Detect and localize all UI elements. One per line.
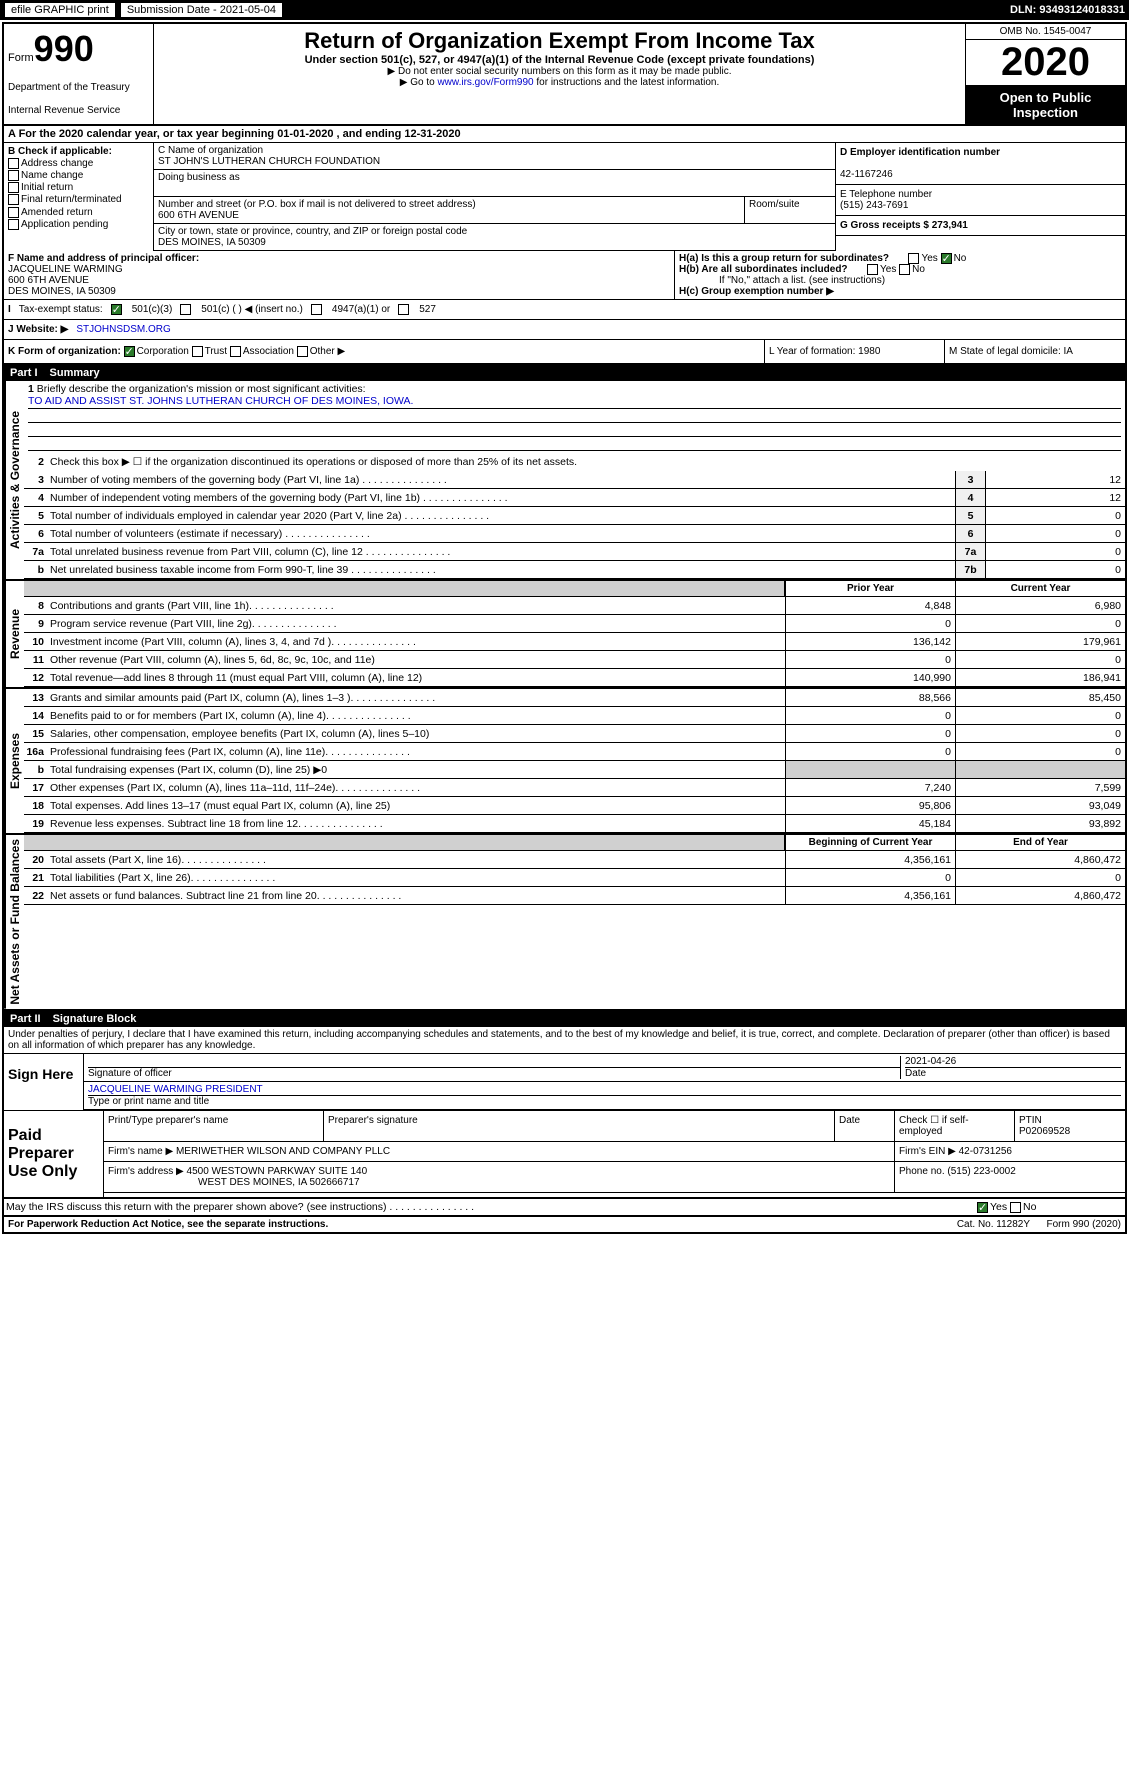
mission-block: 1 Briefly describe the organization's mi… bbox=[24, 381, 1125, 453]
officer-name[interactable]: JACQUELINE WARMING PRESIDENT bbox=[88, 1084, 263, 1095]
footer: For Paperwork Reduction Act Notice, see … bbox=[4, 1217, 1125, 1232]
firm-phone: (515) 223-0002 bbox=[947, 1166, 1015, 1177]
paid-preparer-label: Paid Preparer Use Only bbox=[4, 1111, 104, 1197]
column-b-checkboxes: B Check if applicable: Address change Na… bbox=[4, 143, 154, 251]
ha-yes-checkbox[interactable] bbox=[908, 253, 919, 264]
form-of-org: K Form of organization: Corporation Trus… bbox=[4, 340, 765, 363]
header-bar: efile GRAPHIC print Submission Date - 20… bbox=[0, 0, 1129, 20]
net-assets-label: Net Assets or Fund Balances bbox=[4, 835, 24, 1009]
firm-ein: 42-0731256 bbox=[959, 1146, 1012, 1157]
title-block: Return of Organization Exempt From Incom… bbox=[154, 24, 965, 124]
revenue-label: Revenue bbox=[4, 581, 24, 687]
other-checkbox[interactable] bbox=[297, 346, 308, 357]
initial-return-checkbox[interactable] bbox=[8, 182, 19, 193]
h-section: H(a) Is this a group return for subordin… bbox=[675, 251, 1125, 299]
expenses-label: Expenses bbox=[4, 689, 24, 833]
irs-link[interactable]: www.irs.gov/Form990 bbox=[437, 77, 533, 88]
discuss-no-checkbox[interactable] bbox=[1010, 1202, 1021, 1213]
year-box: OMB No. 1545-0047 2020 Open to Public In… bbox=[965, 24, 1125, 124]
note-ssn: ▶ Do not enter social security numbers o… bbox=[158, 66, 961, 77]
dept-treasury: Department of the Treasury bbox=[8, 82, 149, 93]
efile-button[interactable]: efile GRAPHIC print bbox=[4, 2, 116, 18]
application-pending-checkbox[interactable] bbox=[8, 219, 19, 230]
activities-governance-label: Activities & Governance bbox=[4, 381, 24, 579]
ha-no-checkbox[interactable] bbox=[941, 253, 952, 264]
501c-checkbox[interactable] bbox=[180, 304, 191, 315]
527-checkbox[interactable] bbox=[398, 304, 409, 315]
trust-checkbox[interactable] bbox=[192, 346, 203, 357]
website-link[interactable]: STJOHNSDSM.ORG bbox=[76, 324, 170, 335]
assoc-checkbox[interactable] bbox=[230, 346, 241, 357]
part-ii-header: Part IISignature Block bbox=[4, 1011, 1125, 1027]
principal-officer: F Name and address of principal officer:… bbox=[4, 251, 675, 299]
part-i-header: Part ISummary bbox=[4, 365, 1125, 381]
501c3-checkbox[interactable] bbox=[111, 304, 122, 315]
city-state-zip: DES MOINES, IA 50309 bbox=[158, 237, 831, 248]
irs-label: Internal Revenue Service bbox=[8, 105, 149, 116]
mission-text: TO AID AND ASSIST ST. JOHNS LUTHERAN CHU… bbox=[28, 395, 1121, 409]
hb-no-checkbox[interactable] bbox=[899, 264, 910, 275]
final-return-checkbox[interactable] bbox=[8, 194, 19, 205]
form-id-block: Form990 Department of the Treasury Inter… bbox=[4, 24, 154, 124]
corp-checkbox[interactable] bbox=[124, 346, 135, 357]
subtitle: Under section 501(c), 527, or 4947(a)(1)… bbox=[158, 54, 961, 66]
ein-value: 42-1167246 bbox=[840, 169, 893, 180]
gross-receipts: G Gross receipts $ 273,941 bbox=[836, 216, 1125, 236]
street-address: 600 6TH AVENUE bbox=[158, 210, 740, 221]
org-name-box: C Name of organization ST JOHN'S LUTHERA… bbox=[154, 143, 835, 170]
sign-here-label: Sign Here bbox=[4, 1054, 84, 1110]
state-domicile: M State of legal domicile: IA bbox=[945, 340, 1125, 363]
dba-box: Doing business as bbox=[154, 170, 835, 197]
form-number: 990 bbox=[34, 28, 94, 69]
ptin-value: P02069528 bbox=[1019, 1126, 1070, 1137]
address-change-checkbox[interactable] bbox=[8, 158, 19, 169]
amended-return-checkbox[interactable] bbox=[8, 207, 19, 218]
ein-box: D Employer identification number 42-1167… bbox=[836, 143, 1125, 185]
org-name: ST JOHN'S LUTHERAN CHURCH FOUNDATION bbox=[158, 156, 831, 167]
tax-year: 2020 bbox=[966, 40, 1125, 86]
year-formation: L Year of formation: 1980 bbox=[765, 340, 945, 363]
omb-number: OMB No. 1545-0047 bbox=[966, 24, 1125, 40]
room-suite: Room/suite bbox=[745, 197, 835, 223]
submission-date: Submission Date - 2021-05-04 bbox=[120, 2, 283, 18]
hb-yes-checkbox[interactable] bbox=[867, 264, 878, 275]
perjury-statement: Under penalties of perjury, I declare th… bbox=[4, 1027, 1125, 1054]
main-title: Return of Organization Exempt From Incom… bbox=[158, 28, 961, 54]
firm-name: MERIWETHER WILSON AND COMPANY PLLC bbox=[176, 1146, 390, 1157]
discuss-yes-checkbox[interactable] bbox=[977, 1202, 988, 1213]
open-public: Open to Public Inspection bbox=[966, 86, 1125, 124]
name-change-checkbox[interactable] bbox=[8, 170, 19, 181]
phone-value: (515) 243-7691 bbox=[840, 200, 908, 211]
form-990: Form990 Department of the Treasury Inter… bbox=[2, 22, 1127, 1234]
phone-box: E Telephone number (515) 243-7691 bbox=[836, 185, 1125, 216]
form-label: Form bbox=[8, 52, 34, 64]
tax-exempt-row: I Tax-exempt status: 501(c)(3) 501(c) ( … bbox=[4, 300, 1125, 320]
line-a: A For the 2020 calendar year, or tax yea… bbox=[4, 126, 1125, 143]
dln: DLN: 93493124018331 bbox=[1010, 4, 1125, 16]
note-link: ▶ Go to www.irs.gov/Form990 for instruct… bbox=[158, 77, 961, 88]
website-row: J Website: ▶ STJOHNSDSM.ORG bbox=[4, 320, 1125, 340]
4947-checkbox[interactable] bbox=[311, 304, 322, 315]
